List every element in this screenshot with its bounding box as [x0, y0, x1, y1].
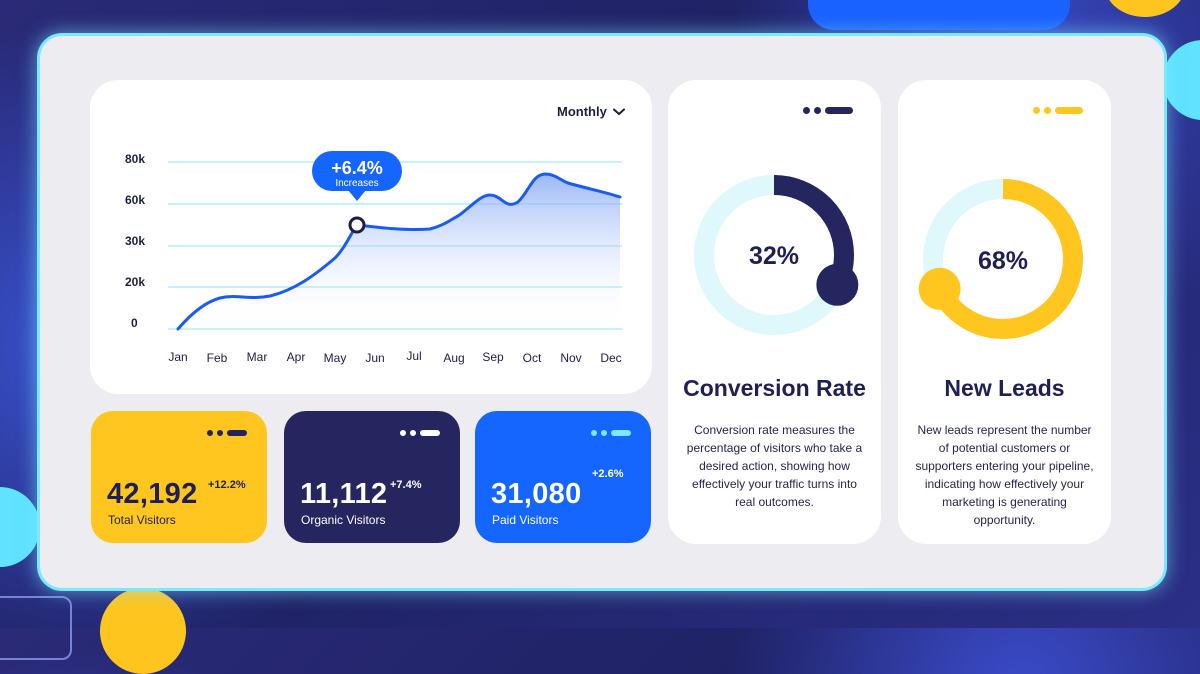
conversion-donut-chart: 32%: [694, 175, 859, 335]
x-tick-label: Nov: [560, 351, 581, 365]
area-fill: [178, 174, 620, 329]
decor-cyan-circle: [1163, 40, 1200, 120]
tooltip-pointer: [348, 190, 366, 201]
y-tick-label: 80k: [125, 152, 145, 166]
decor-yellow-circle: [100, 588, 186, 674]
y-tick-label: 0: [131, 316, 138, 330]
decor-outline-shape: [0, 596, 72, 660]
x-tick-label: Oct: [523, 351, 542, 365]
stat-label: Paid Visitors: [492, 513, 559, 527]
stat-label: Organic Visitors: [301, 513, 386, 527]
x-tick-label: Feb: [207, 351, 228, 365]
tooltip-value: +6.4%: [331, 158, 383, 178]
more-options-icon[interactable]: [1033, 107, 1083, 114]
stat-change: +2.6%: [592, 468, 624, 480]
stat-value: 11,112: [300, 478, 388, 510]
x-tick-label: Jul: [406, 349, 421, 363]
stat-change: +7.4%: [390, 479, 422, 491]
donut-percent: 32%: [749, 242, 799, 270]
x-axis-ticks: Jan Feb Mar Apr May Jun Jul Aug Sep Oct …: [168, 349, 621, 365]
x-tick-label: Jun: [365, 351, 384, 365]
period-dropdown-label: Monthly: [557, 104, 607, 119]
x-tick-label: Mar: [247, 350, 268, 364]
y-tick-label: 60k: [125, 193, 145, 207]
stat-label: Total Visitors: [108, 513, 176, 527]
stat-card-organic-visitors[interactable]: 11,112 +7.4% Organic Visitors: [284, 411, 460, 543]
period-dropdown[interactable]: Monthly: [557, 104, 625, 119]
donut-progress: [923, 179, 1083, 339]
more-options-icon[interactable]: [803, 107, 853, 114]
conversion-rate-card[interactable]: 32% Conversion Rate Conversion rate meas…: [668, 80, 881, 544]
stat-value: 31,080: [491, 478, 582, 510]
card-title: Conversion Rate: [683, 375, 866, 401]
y-tick-label: 30k: [125, 234, 145, 248]
tooltip-label: Increases: [335, 178, 378, 189]
stat-change: +12.2%: [208, 479, 246, 491]
stat-card-paid-visitors[interactable]: 31,080 +2.6% Paid Visitors: [475, 411, 651, 543]
tooltip-bubble: +6.4% Increases: [312, 151, 402, 201]
stat-card-total-visitors[interactable]: 42,192 +12.2% Total Visitors: [91, 411, 267, 543]
decor-blue-shape: [808, 0, 1070, 30]
y-tick-label: 20k: [125, 275, 145, 289]
decor-cyan-circle: [0, 487, 40, 567]
more-options-icon[interactable]: [591, 430, 631, 436]
highlight-point[interactable]: [348, 216, 366, 234]
leads-donut-chart: 68%: [918, 179, 1083, 339]
stat-value: 42,192: [107, 478, 198, 510]
traffic-line-chart: 80k 60k 30k 20k 0 +6.4% Increases Jan Fe…: [125, 151, 622, 365]
tooltip-background: [312, 151, 402, 191]
donut-progress: [694, 175, 854, 335]
x-tick-label: Aug: [443, 351, 464, 365]
x-tick-label: Apr: [287, 350, 306, 364]
donut-end-cap: [816, 263, 859, 306]
x-tick-label: Sep: [482, 350, 504, 364]
new-leads-card[interactable]: 68% New Leads New leads represent the nu…: [898, 80, 1111, 544]
x-tick-label: Dec: [600, 351, 621, 365]
donut-end-cap: [918, 267, 961, 310]
chevron-down-icon: [612, 108, 625, 115]
card-description: Conversion rate measures the percentage …: [686, 423, 863, 509]
traffic-line: [176, 172, 622, 331]
card-title: New Leads: [944, 375, 1065, 401]
card-description: New leads represent the number of potent…: [915, 423, 1094, 527]
decor-yellow-circle: [1105, 0, 1185, 17]
more-options-icon[interactable]: [400, 430, 440, 436]
more-options-icon[interactable]: [207, 430, 247, 436]
y-axis-ticks: 80k 60k 30k 20k 0: [125, 152, 145, 330]
x-tick-label: May: [324, 351, 347, 365]
donut-percent: 68%: [978, 247, 1028, 275]
x-tick-label: Jan: [168, 350, 187, 364]
